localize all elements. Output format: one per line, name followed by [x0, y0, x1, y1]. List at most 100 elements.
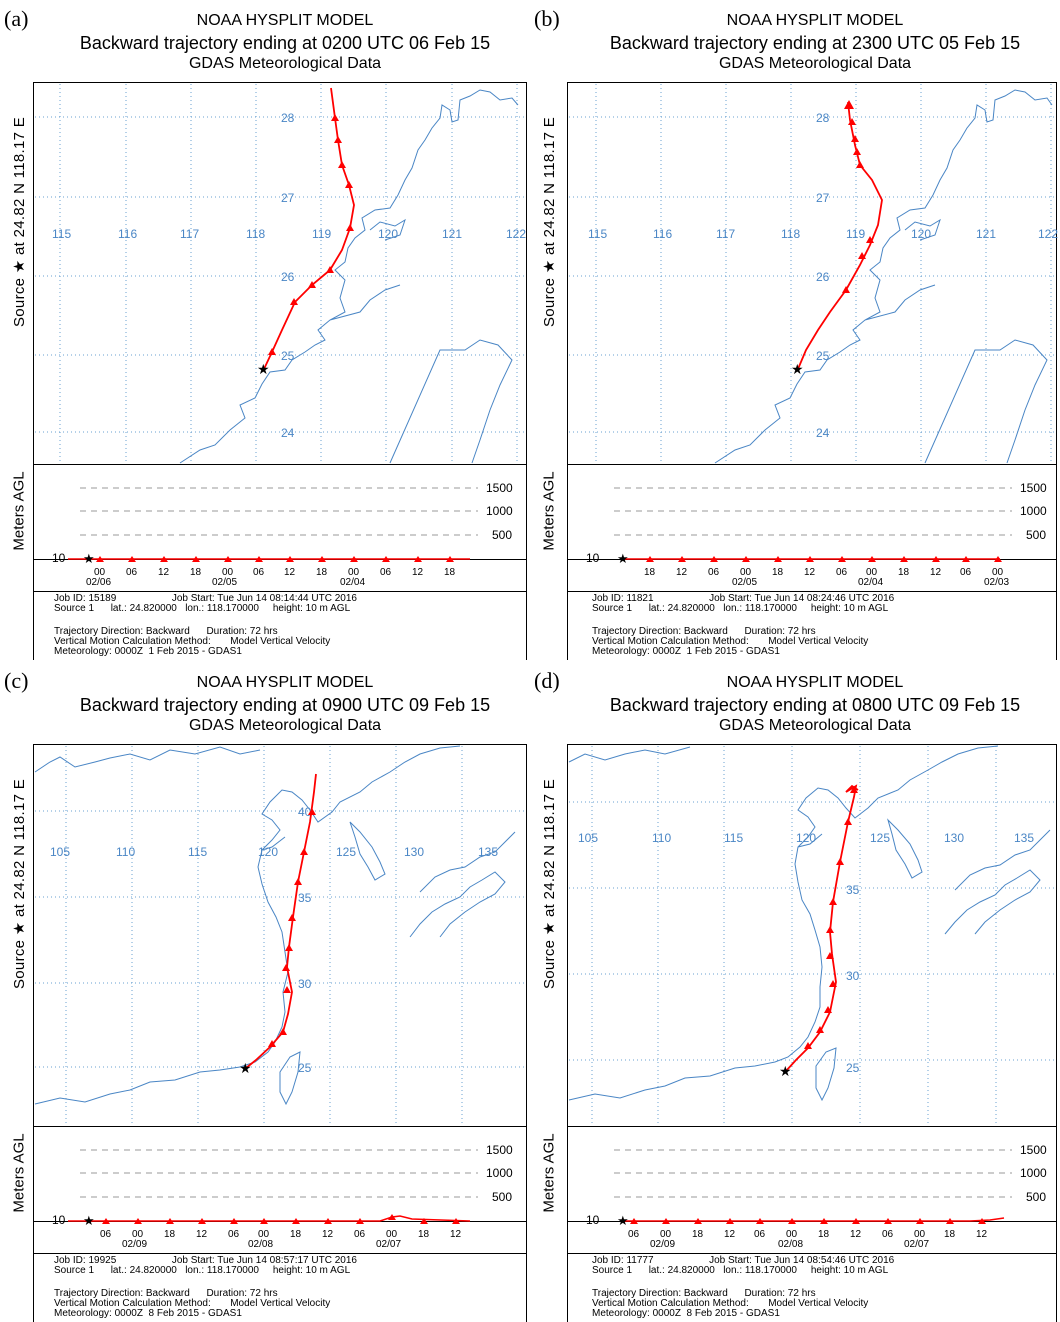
altitude-label: 500: [492, 1190, 512, 1204]
altitude-label: 1500: [486, 1143, 513, 1157]
altitude-labels: 1500 1000 500 10: [586, 1143, 1047, 1227]
lon-label: 130: [944, 831, 964, 845]
altitude-label: 1500: [486, 481, 513, 495]
lat-label: 25: [281, 349, 295, 363]
lon-label: 115: [588, 227, 607, 241]
date-label: 02/05: [212, 577, 237, 588]
source-star-icon: ★: [257, 361, 270, 377]
source-star-icon: ★: [239, 1060, 252, 1076]
hour-label: 12: [450, 1229, 462, 1240]
hour-label: 18: [772, 567, 784, 578]
height-markers: [102, 1214, 460, 1224]
date-label: 02/08: [778, 1239, 803, 1250]
map-grid: [35, 84, 525, 463]
source-star-icon: ★: [83, 551, 95, 566]
source-star-icon: ★: [779, 1063, 792, 1079]
meteorology-info: Meteorology: 0000Z 1 Feb 2015 - GDAS1: [54, 647, 242, 657]
altitude-label: 1000: [486, 504, 513, 518]
lon-label: 120: [378, 227, 398, 241]
date-label: 02/05: [732, 577, 757, 588]
lon-label: 115: [724, 831, 743, 845]
altitude-gridlines: [80, 1150, 478, 1197]
map-grid: [35, 746, 525, 1125]
hour-label: 06: [708, 567, 720, 578]
date-label: 02/08: [248, 1239, 273, 1250]
hour-label: 12: [676, 567, 688, 578]
lon-label: 135: [1014, 831, 1034, 845]
trajectory-line: [264, 88, 354, 369]
lon-label: 119: [312, 227, 331, 241]
hour-label: 18: [444, 567, 456, 578]
date-label: 02/09: [650, 1239, 675, 1250]
hour-label: 12: [930, 567, 942, 578]
lon-label: 122: [1038, 227, 1058, 241]
hour-label: 12: [196, 1229, 208, 1240]
altitude-labels: 1500 1000 500 10: [586, 481, 1047, 565]
lon-label: 117: [716, 227, 735, 241]
lon-label: 117: [180, 227, 199, 241]
time-axis-labels: 06 00 18 12 06 00 18 12 06 00 18 12 02/0…: [100, 1229, 462, 1250]
taiwan-coast: [816, 1048, 836, 1100]
time-axis-labels: 00 06 12 18 00 06 12 18 00 06 12 18 02/0…: [86, 567, 456, 588]
height-trace: [622, 1218, 1004, 1221]
hour-label: 12: [412, 567, 424, 578]
hour-label: 18: [818, 1229, 830, 1240]
date-label: 02/04: [858, 577, 883, 588]
hour-label: 06: [380, 567, 392, 578]
hour-label: 06: [253, 567, 265, 578]
lat-label: 27: [281, 191, 295, 205]
height-trace: [68, 1216, 470, 1221]
lon-label: 119: [846, 227, 865, 241]
trajectory-line: [798, 102, 882, 369]
hour-label: 06: [836, 567, 848, 578]
meteorology-info: Meteorology: 0000Z 1 Feb 2015 - GDAS1: [592, 647, 780, 657]
date-label: 02/09: [122, 1239, 147, 1250]
hour-label: 18: [290, 1229, 302, 1240]
trajectory-map: 115 116 117 118 119 120 121 122 28 27 26…: [0, 0, 530, 660]
panel-a: (a) NOAA HYSPLIT MODEL Backward trajecto…: [0, 0, 530, 660]
hour-label: 18: [692, 1229, 704, 1240]
lon-label: 125: [336, 845, 356, 859]
lon-label: 135: [478, 845, 498, 859]
lat-label: 35: [846, 883, 860, 897]
lon-label: 120: [796, 831, 816, 845]
lon-label: 120: [258, 845, 278, 859]
lon-label: 118: [781, 227, 800, 241]
lat-label: 26: [816, 270, 830, 284]
lat-label: 24: [281, 426, 295, 440]
hour-label: 12: [804, 567, 816, 578]
altitude-label: 500: [1026, 528, 1046, 542]
map-grid: [569, 746, 1055, 1125]
altitude-label: 1000: [486, 1166, 513, 1180]
hour-label: 06: [354, 1229, 366, 1240]
hour-label: 18: [190, 567, 202, 578]
hour-label: 12: [322, 1229, 334, 1240]
hour-label: 12: [158, 567, 170, 578]
taiwan-coast: [390, 340, 512, 463]
hour-label: 18: [944, 1229, 956, 1240]
source-star-icon: ★: [791, 361, 804, 377]
altitude-labels: 1500 1000 500 10: [52, 481, 513, 565]
date-label: 02/06: [86, 577, 111, 588]
lat-label: 25: [846, 1061, 860, 1075]
hour-label: 06: [960, 567, 972, 578]
source-info: Source 1 lat.: 24.820000 lon.: 118.17000…: [592, 604, 888, 614]
lon-label: 118: [246, 227, 265, 241]
altitude-label: 500: [1026, 1190, 1046, 1204]
lat-label: 24: [816, 426, 830, 440]
lon-lat-labels: 105 110 115 120 125 130 135 35 30 25: [578, 831, 1034, 1075]
hour-label: 18: [898, 567, 910, 578]
lon-label: 121: [976, 227, 996, 241]
source-info: Source 1 lat.: 24.820000 lon.: 118.17000…: [54, 604, 350, 614]
hour-label: 12: [724, 1229, 736, 1240]
lon-label: 110: [116, 845, 135, 859]
trajectory-map: 105 110 115 120 125 130 135 40 35 30 25 …: [0, 662, 530, 1322]
hour-label: 18: [164, 1229, 176, 1240]
hour-label: 18: [316, 567, 328, 578]
source-star-icon: ★: [83, 1213, 95, 1228]
altitude-label: 1500: [1020, 1143, 1047, 1157]
altitude-gridlines: [614, 488, 1012, 535]
lon-label: 130: [404, 845, 424, 859]
hour-label: 18: [418, 1229, 430, 1240]
meteorology-info: Meteorology: 0000Z 8 Feb 2015 - GDAS1: [592, 1309, 780, 1319]
